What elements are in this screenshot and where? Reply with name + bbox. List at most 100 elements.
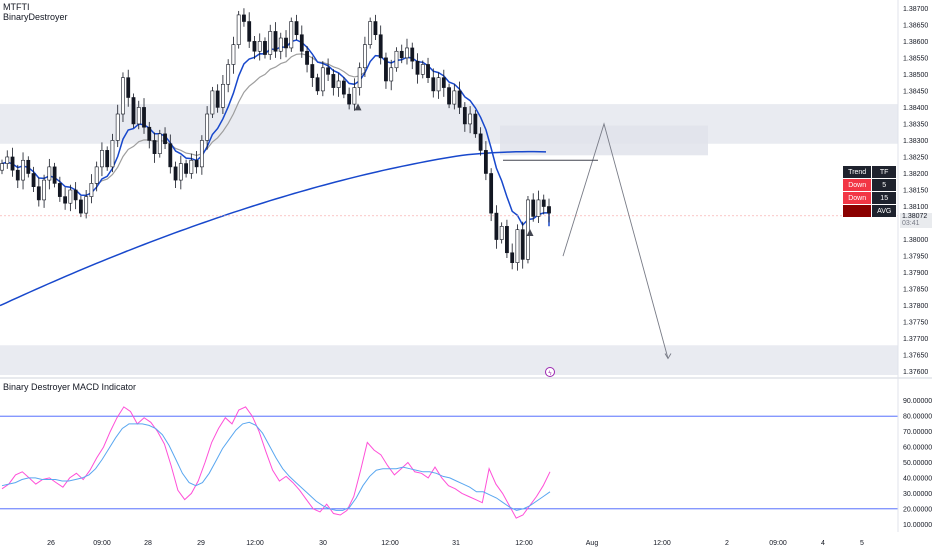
candle-body <box>257 41 262 52</box>
candle-body <box>520 229 525 260</box>
trend-signal-5: Down <box>841 178 873 192</box>
candle-body <box>441 77 446 88</box>
candle-body <box>189 159 194 174</box>
price-tick-label: 1.37700 <box>903 336 928 343</box>
candle-body <box>199 140 204 168</box>
candle-body <box>57 183 62 197</box>
candle-body <box>178 163 183 181</box>
candle-body <box>31 173 36 187</box>
candle-body <box>184 163 188 174</box>
candle-body <box>21 159 25 181</box>
candle-body <box>499 226 504 240</box>
price-tick-label: 1.38250 <box>903 154 928 161</box>
price-tick-label: 1.38000 <box>903 237 928 244</box>
candle-body <box>268 31 273 55</box>
candle-body <box>221 83 225 108</box>
candle-body <box>399 50 404 59</box>
candle-body <box>115 113 120 141</box>
candle-body <box>294 21 299 36</box>
zone-2 <box>0 345 898 375</box>
price-tick-label: 1.37800 <box>903 303 928 310</box>
time-tick-label: 12:00 <box>515 540 533 547</box>
candle-body <box>468 113 473 125</box>
candle-body <box>84 196 89 214</box>
candle-body <box>36 186 41 201</box>
candle-body <box>320 67 325 92</box>
time-tick-label: 26 <box>47 540 55 547</box>
candle-body <box>373 21 378 36</box>
price-axis[interactable]: 1.38700 1.38650 1.38600 1.38550 1.38500 1.384… <box>903 6 932 529</box>
candle-body <box>452 90 457 105</box>
candle-body <box>426 64 430 78</box>
price-tick-label: 1.37650 <box>903 353 928 360</box>
price-tick-label: 1.38450 <box>903 88 928 95</box>
candle-body <box>226 64 231 85</box>
projection-path <box>354 103 672 360</box>
time-tick-label: 31 <box>452 540 460 547</box>
candle-body <box>131 97 136 125</box>
candle-body <box>341 80 346 95</box>
candle-body <box>531 199 536 217</box>
macd-tick-label: 80.00000 <box>903 414 932 421</box>
author-title: BinaryDestroyer <box>3 12 68 22</box>
candle-body <box>331 74 336 88</box>
bar-countdown: 03:41 <box>902 220 920 227</box>
candle-body <box>478 133 483 151</box>
candle-body <box>326 67 330 75</box>
current-price-value: 1.38072 <box>902 213 928 220</box>
macd-tick-label: 70.00000 <box>903 429 932 436</box>
candle-body <box>52 166 57 184</box>
candle-body <box>42 179 46 201</box>
candle-body <box>299 34 304 52</box>
up-triangle-marker <box>354 103 362 111</box>
candle-body <box>168 143 173 168</box>
candle-body <box>462 107 467 125</box>
candle-body <box>278 37 283 52</box>
candle-body <box>247 21 252 42</box>
candle-body <box>357 67 362 88</box>
candle-body <box>94 166 99 184</box>
macd-tick-label: 30.00000 <box>903 491 932 498</box>
candle-body <box>436 77 441 92</box>
projection-line <box>562 122 669 359</box>
candle-body <box>541 199 546 207</box>
candle-body <box>105 150 110 168</box>
candle-body <box>305 50 309 65</box>
tf-5: 5 <box>871 178 897 192</box>
candle-body <box>473 113 478 135</box>
tf-avg: AVG <box>871 204 897 218</box>
candle-body <box>68 189 73 204</box>
candle-body <box>236 14 241 45</box>
time-tick-label: 4 <box>821 540 825 547</box>
time-tick-label: 30 <box>319 540 327 547</box>
price-tick-label: 1.38400 <box>903 105 928 112</box>
candle-body <box>73 189 78 201</box>
ema-fast-line <box>1 39 550 227</box>
candle-body <box>215 90 220 108</box>
macd-tick-label: 20.00000 <box>903 506 932 513</box>
candle-body <box>205 113 210 141</box>
projection-arrowhead <box>664 353 672 360</box>
price-tick-label: 1.38150 <box>903 188 928 195</box>
candle-body <box>347 93 352 105</box>
candle-body <box>63 196 68 204</box>
candle-body <box>394 50 399 69</box>
candle-body <box>389 67 394 82</box>
lightning-icon[interactable] <box>545 367 555 377</box>
candle-body <box>483 150 488 174</box>
candle-body <box>352 87 357 105</box>
candle-body <box>26 159 31 174</box>
time-axis[interactable]: 26 09:00 28 29 12:00 30 12:00 31 12:00 Aug 12:00 2 0… <box>47 540 864 547</box>
price-tick-label: 1.38600 <box>903 39 928 46</box>
time-tick-label: 09:00 <box>93 540 111 547</box>
candle-body <box>547 206 551 214</box>
price-tick-label: 1.38200 <box>903 171 928 178</box>
time-tick-label: 12:00 <box>246 540 264 547</box>
candle-body <box>110 140 115 168</box>
candle-body <box>152 140 157 154</box>
candle-body <box>173 166 178 181</box>
candle-body <box>15 169 20 181</box>
candle-body <box>273 31 278 52</box>
price-tick-label: 1.37900 <box>903 270 928 277</box>
time-tick-label: 09:00 <box>769 540 787 547</box>
